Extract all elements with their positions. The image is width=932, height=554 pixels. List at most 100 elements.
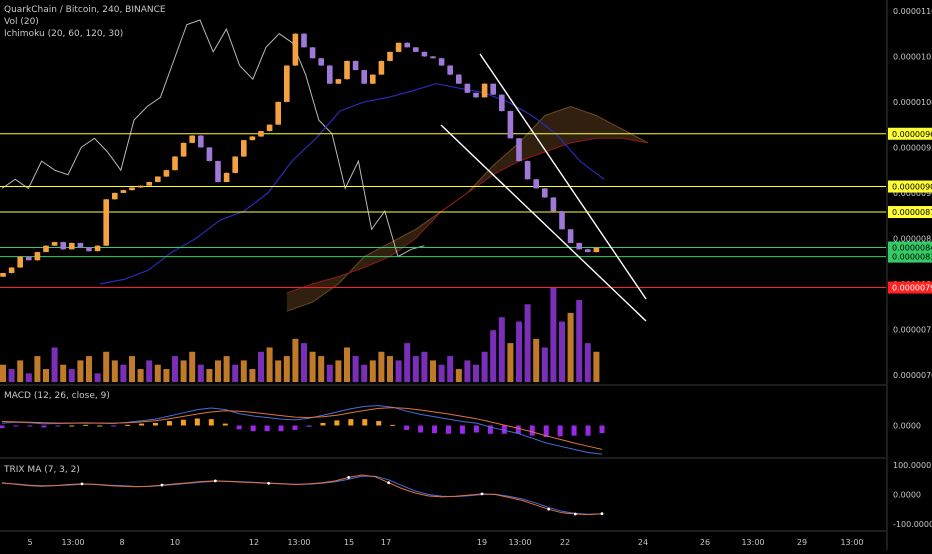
candle-body — [94, 245, 101, 252]
candle-body — [292, 33, 299, 66]
candle-body — [318, 58, 324, 66]
candle-body — [309, 47, 316, 59]
candle-body — [103, 199, 109, 246]
macd-histogram-bar — [390, 424, 396, 426]
price-label-text: 0.00000830 — [892, 253, 932, 262]
price-tick-label: 0.00000850 — [893, 234, 932, 243]
candle-body — [327, 65, 333, 84]
macd-histogram-bar — [41, 425, 47, 428]
volume-bar — [206, 369, 213, 382]
volume-bar — [266, 347, 273, 382]
volume-bar — [490, 330, 497, 382]
macd-histogram-bar — [69, 425, 75, 427]
volume-bar — [541, 347, 548, 382]
volume-bar — [473, 364, 479, 382]
volume-bar — [326, 364, 333, 382]
candle-body — [456, 74, 462, 84]
price-label-box — [888, 250, 932, 263]
macd-histogram-bar — [0, 425, 5, 429]
volume-bar — [593, 351, 600, 382]
volume-bar — [412, 356, 419, 382]
candle-body — [163, 170, 170, 177]
price-label-text: 0.00000840 — [892, 244, 932, 253]
x-tick-label: 13:00 — [61, 538, 84, 547]
trix-cross-dot — [387, 481, 391, 485]
candle-body — [275, 101, 281, 125]
ichimoku-base-line — [99, 83, 605, 285]
candle-body — [241, 140, 247, 157]
price-tick-label: 0.00001000 — [893, 98, 932, 107]
candle-body — [198, 135, 204, 148]
x-tick-label: 13:00 — [287, 538, 310, 547]
macd-legend: MACD (12, 26, close, 9) — [4, 391, 110, 401]
volume-bar — [60, 364, 67, 382]
candle-body — [387, 51, 393, 61]
price-label-text: 0.00000879 — [892, 208, 932, 217]
volume-bar — [430, 360, 436, 382]
candle-body — [576, 242, 582, 250]
candle-body — [26, 256, 32, 261]
candle-body — [481, 83, 488, 98]
candle-body — [542, 188, 548, 198]
candle-body — [137, 185, 144, 188]
candle-body — [120, 190, 127, 193]
macd-histogram-bar — [418, 425, 424, 433]
trix-cross-dot — [547, 507, 551, 511]
volume-bar — [103, 351, 110, 382]
macd-histogram-bar — [292, 425, 298, 430]
price-tick-label: 0.00000750 — [893, 325, 932, 334]
volume-bar — [387, 356, 393, 382]
macd-tick-label: 0.0000 — [893, 422, 921, 431]
macd-histogram-bar — [557, 425, 563, 437]
price-label-box — [888, 127, 932, 140]
volume-bar — [498, 317, 505, 382]
macd-histogram-bar — [278, 425, 284, 432]
price-tick-label: 0.00001100 — [893, 7, 932, 16]
macd-histogram-bar — [13, 425, 19, 427]
candle-body — [129, 187, 135, 191]
macd-histogram-bar — [376, 421, 382, 426]
volume-bar — [447, 356, 454, 382]
candle-body — [249, 136, 256, 141]
macd-histogram-bar — [487, 425, 493, 434]
macd-histogram-bar — [585, 425, 591, 436]
x-tick-label: 15 — [344, 538, 354, 547]
volume-bar — [51, 347, 58, 382]
candle-body — [43, 245, 49, 253]
macd-histogram-bar — [97, 425, 103, 427]
price-label-text: 0.00000796 — [892, 284, 932, 293]
trendline-upper — [479, 53, 647, 300]
volume-bar — [481, 351, 488, 382]
volume-bar — [232, 364, 239, 382]
x-tick-label: 12 — [249, 538, 259, 547]
main-title: QuarkChain / Bitcoin, 240, BINANCE — [4, 5, 166, 15]
volume-bar — [25, 373, 32, 382]
macd-histogram-bar — [348, 419, 354, 426]
candle-body — [567, 229, 574, 243]
trix-cross-dot — [267, 481, 271, 485]
macd-histogram-bar — [180, 419, 186, 426]
volume-bar — [576, 299, 583, 382]
candle-body — [490, 83, 496, 95]
volume-bar — [172, 356, 178, 382]
macd-histogram-bar — [166, 421, 172, 426]
candle-body — [370, 74, 376, 84]
macd-histogram-bar — [55, 425, 61, 427]
volume-bar — [369, 360, 376, 382]
price-tick-label: 0.00000900 — [893, 189, 932, 198]
volume-bar — [275, 360, 282, 382]
volume-bar — [559, 321, 565, 382]
candle-body — [352, 60, 359, 71]
volume-bar — [154, 364, 161, 382]
volume-bar — [137, 369, 144, 382]
candle-body — [60, 242, 66, 250]
candle-body — [499, 94, 505, 112]
macd-histogram-bar — [264, 425, 270, 432]
trix-tick-label: -100.0000 — [893, 520, 932, 529]
candle-body — [301, 33, 307, 48]
candle-body — [395, 42, 402, 52]
price-tick-label: 0.00000950 — [893, 143, 932, 152]
candle-body — [516, 138, 522, 162]
